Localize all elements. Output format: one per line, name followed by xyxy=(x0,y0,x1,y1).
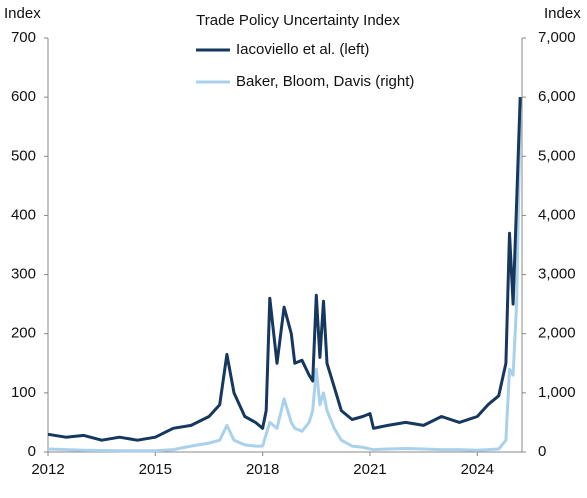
legend-label: Baker, Bloom, Davis (right) xyxy=(236,73,414,90)
y2-tick-label: 3,000 xyxy=(538,266,576,283)
x-tick-label: 2018 xyxy=(246,461,279,478)
line-series xyxy=(47,97,522,442)
y-tick-label: 700 xyxy=(11,29,36,46)
y2-tick-label: 7,000 xyxy=(538,29,576,46)
y-tick-label: 200 xyxy=(11,325,36,342)
legend-label: Iacoviello et al. (left) xyxy=(236,41,369,58)
chart-title: Trade Policy Uncertainty Index xyxy=(196,12,400,29)
y-tick-label: 100 xyxy=(11,384,36,401)
y-tick-label: 400 xyxy=(11,206,36,223)
y2-tick-label: 1,000 xyxy=(538,384,576,401)
y2-axis-title: Index xyxy=(544,5,581,22)
line-series xyxy=(47,114,522,453)
y-tick-label: 600 xyxy=(11,88,36,105)
y-tick-label: 300 xyxy=(11,266,36,283)
y2-tick-label: 0 xyxy=(538,443,546,460)
y2-tick-label: 6,000 xyxy=(538,88,576,105)
x-tick-label: 2021 xyxy=(353,461,386,478)
x-tick-label: 2024 xyxy=(461,461,494,478)
y-tick-label: 500 xyxy=(11,147,36,164)
x-tick-label: 2012 xyxy=(31,461,64,478)
x-tick-label: 2015 xyxy=(139,461,172,478)
y-axis-title: Index xyxy=(4,5,41,22)
y2-tick-label: 4,000 xyxy=(538,206,576,223)
y-tick-label: 0 xyxy=(28,443,36,460)
y2-tick-label: 2,000 xyxy=(538,325,576,342)
y2-tick-label: 5,000 xyxy=(538,147,576,164)
